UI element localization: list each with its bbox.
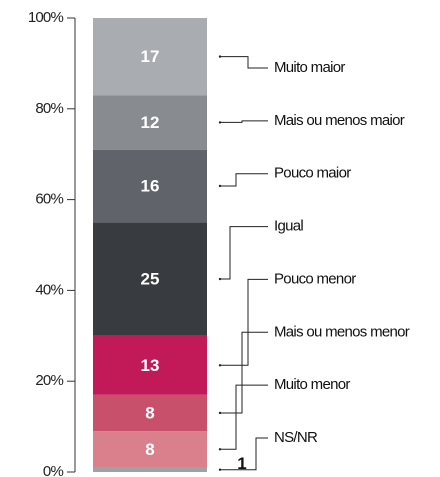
leader-dot xyxy=(218,277,222,281)
legend-label: Igual xyxy=(274,218,303,235)
legend-label: Muito menor xyxy=(274,376,350,393)
value-label: 12 xyxy=(141,113,160,132)
bar-segment xyxy=(93,335,207,395)
value-label: 25 xyxy=(141,270,160,289)
legend-label: Pouco menor xyxy=(274,270,356,287)
legend-label: Mais ou menos menor xyxy=(274,323,410,340)
leader-dot xyxy=(218,448,222,451)
leader-dot xyxy=(218,468,222,471)
leader-line xyxy=(220,331,268,414)
leader-line xyxy=(220,437,268,471)
y-tick-label: 20% xyxy=(35,372,63,389)
leader-dot xyxy=(218,55,222,58)
legend-label: Pouco maior xyxy=(274,165,351,182)
leader-line xyxy=(220,278,268,366)
bar-segment xyxy=(93,222,207,336)
bar-segment xyxy=(93,467,207,472)
leader-dot xyxy=(218,411,222,415)
legend-label: Muito maior xyxy=(274,59,345,76)
value-label: 16 xyxy=(141,176,160,195)
bar-segment xyxy=(93,431,207,468)
bar-segment xyxy=(93,18,207,96)
legend-label: NS/NR xyxy=(274,429,318,446)
value-label: 8 xyxy=(145,440,154,459)
bar-segment xyxy=(93,394,207,432)
leader-dot xyxy=(218,184,222,188)
y-tick-label: 60% xyxy=(35,191,63,208)
leader-line xyxy=(220,56,268,69)
leader-line xyxy=(220,173,268,187)
y-tick-label: 0% xyxy=(43,463,64,477)
value-label: 13 xyxy=(141,356,160,375)
value-label: 8 xyxy=(145,403,154,422)
leader-line xyxy=(220,384,268,450)
leader-line xyxy=(220,226,268,280)
bar-segment xyxy=(93,149,207,223)
leader-line xyxy=(220,120,268,123)
y-tick-label: 100% xyxy=(28,9,64,26)
legend-label: Mais ou menos maior xyxy=(274,112,405,129)
y-tick-label: 40% xyxy=(35,281,63,298)
bar-segment xyxy=(93,95,207,150)
leader-dot xyxy=(218,121,222,124)
leader-dot xyxy=(218,364,222,367)
value-label: 1 xyxy=(237,454,246,473)
y-tick-label: 80% xyxy=(35,100,63,117)
value-label: 17 xyxy=(141,47,160,66)
